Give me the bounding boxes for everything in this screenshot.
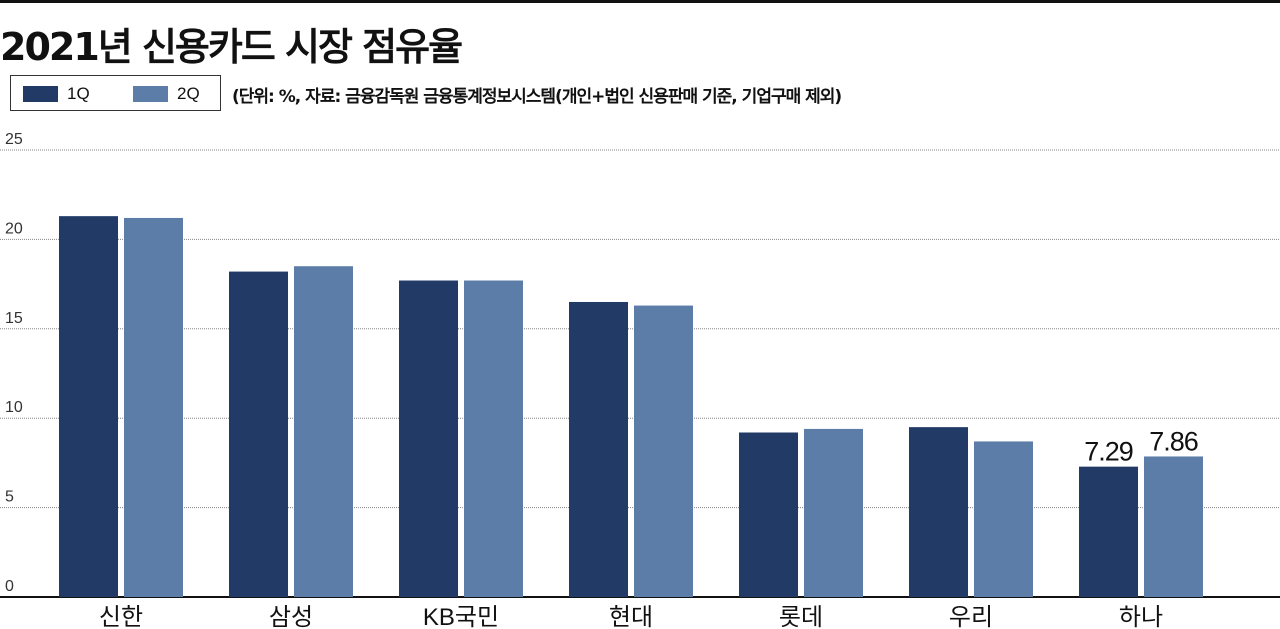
bar-2q-4 (804, 428, 863, 597)
bar-1q-2 (399, 280, 458, 597)
x-tick-label: 하나 (1119, 604, 1163, 629)
y-tick-label: 0 (5, 578, 14, 595)
bar-1q-4 (739, 432, 798, 597)
legend: 1Q 2Q (10, 75, 221, 111)
bar-2q-1 (294, 266, 353, 597)
top-rule (0, 0, 1280, 3)
x-tick-label: KB국민 (423, 604, 499, 629)
x-tick-label: 우리 (949, 604, 993, 629)
legend-item-1q: 1Q (23, 84, 90, 103)
bar-1q-0 (59, 216, 118, 597)
bar-2q-5 (974, 441, 1033, 597)
bar-2q-2 (464, 280, 523, 597)
legend-item-2q: 2Q (133, 84, 200, 103)
bar-1q-6 (1079, 466, 1138, 597)
chart-title: 2021년 신용카드 시장 점유율 (0, 25, 463, 69)
bar-2q-6 (1144, 456, 1203, 597)
bar-1q-1 (229, 271, 288, 597)
bar-2q-0 (124, 217, 183, 597)
x-tick-label: 신한 (99, 604, 143, 629)
x-tick-label: 현대 (609, 604, 653, 629)
y-tick-label: 10 (5, 399, 23, 416)
x-tick-label: 삼성 (269, 604, 313, 629)
y-tick-label: 5 (5, 489, 14, 506)
legend-swatch-2q (133, 86, 168, 102)
data-label: 7.86 (1149, 426, 1198, 456)
x-tick-label: 롯데 (779, 604, 823, 629)
legend-swatch-1q (23, 86, 58, 102)
bar-1q-5 (909, 427, 968, 597)
data-label: 7.29 (1084, 437, 1133, 467)
legend-label-1q: 1Q (67, 84, 90, 103)
y-tick-label: 25 (5, 131, 23, 148)
y-tick-label: 20 (5, 220, 23, 237)
source-note: (단위: %, 자료: 금융감독원 금융통계정보시스템(개인+법인 신용판매 기… (232, 87, 842, 107)
bar-1q-3 (569, 301, 628, 597)
y-tick-label: 15 (5, 310, 23, 327)
bar-2q-3 (634, 305, 693, 597)
legend-label-2q: 2Q (177, 84, 200, 103)
bar-chart: 0 5 10 15 20 25 신한 삼성 KB국민 현대 롯데 우리 하나 7.29 7.86 (0, 131, 1280, 629)
